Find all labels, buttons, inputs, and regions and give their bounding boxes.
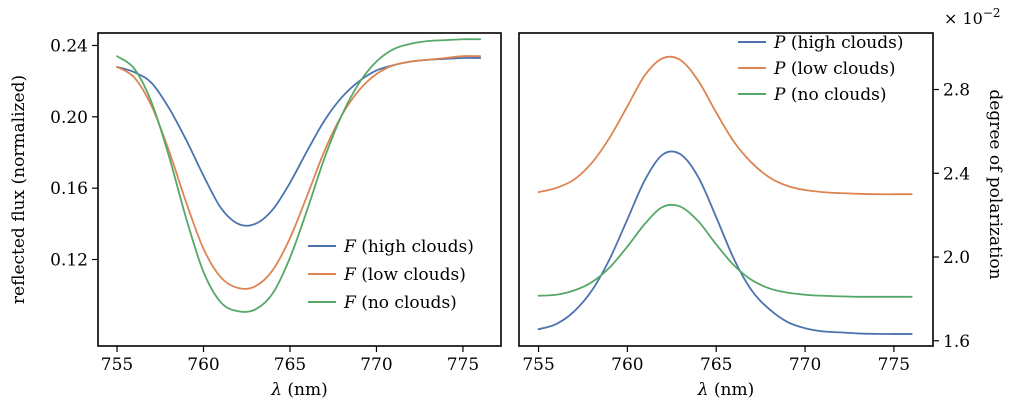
x-axis-symbol: λ bbox=[697, 380, 709, 400]
x-axis-label: λ (nm) bbox=[697, 380, 755, 400]
y-tick-label: 2.0 bbox=[943, 248, 970, 268]
legend-label-1: F (low clouds) bbox=[343, 265, 466, 285]
series-lines bbox=[537, 55, 913, 335]
legend-name: (high clouds) bbox=[785, 33, 903, 53]
series-line-0 bbox=[537, 150, 913, 335]
legend-symbol: F bbox=[343, 265, 357, 285]
x-tick-label: 765 bbox=[700, 355, 732, 375]
x-axis-label: λ (nm) bbox=[270, 380, 328, 400]
legend-name: (low clouds) bbox=[785, 59, 895, 79]
legend-symbol: F bbox=[343, 293, 357, 313]
series-lines bbox=[116, 38, 482, 313]
x-axis-unit: (nm) bbox=[282, 380, 328, 400]
legend-name: (no clouds) bbox=[785, 85, 886, 105]
legend-symbol: P bbox=[773, 33, 786, 53]
x-tick-label: 755 bbox=[522, 355, 554, 375]
axes-frame bbox=[97, 32, 502, 347]
x-tick-label: 765 bbox=[274, 355, 306, 375]
y-axis-label: degree of polarization bbox=[985, 89, 1005, 279]
x-axis-symbol: λ bbox=[270, 380, 282, 400]
x-tick-label: 755 bbox=[101, 355, 133, 375]
series-line-2 bbox=[116, 38, 482, 313]
y-tick-label: 2.8 bbox=[943, 81, 970, 101]
series-line-1 bbox=[537, 55, 913, 196]
y-tick-label: 2.4 bbox=[943, 164, 970, 184]
legend-label-0: F (high clouds) bbox=[343, 237, 474, 257]
axes-frame bbox=[518, 32, 934, 347]
y-axis-label: reflected flux (normalized) bbox=[9, 75, 29, 304]
legend-name: (low clouds) bbox=[356, 265, 466, 285]
legend-symbol: F bbox=[343, 237, 357, 257]
legend-label-2: P (no clouds) bbox=[773, 85, 886, 105]
y-multiplier-base: × 10 bbox=[944, 9, 983, 28]
legend-label-2: F (no clouds) bbox=[343, 293, 457, 313]
y-multiplier-exponent: −2 bbox=[983, 6, 1001, 20]
x-tick-label: 760 bbox=[611, 355, 643, 375]
y-tick-label: 0.24 bbox=[50, 36, 88, 56]
series-line-1 bbox=[116, 55, 482, 290]
legend-name: (high clouds) bbox=[356, 237, 474, 257]
legend-symbol: P bbox=[773, 59, 786, 79]
legend: F (high clouds)F (low clouds)F (no cloud… bbox=[308, 237, 474, 313]
legend: P (high clouds)P (low clouds)P (no cloud… bbox=[738, 33, 904, 105]
legend-label-1: P (low clouds) bbox=[773, 59, 896, 79]
legend-label-0: P (high clouds) bbox=[773, 33, 904, 53]
x-tick-label: 760 bbox=[187, 355, 219, 375]
right-panel-polarization: 755 760 765 770 775 1.6 2.0 2.4 2.8 λ (nm) degree … bbox=[518, 6, 1005, 400]
x-tick-label: 770 bbox=[360, 355, 392, 375]
legend-name: (no clouds) bbox=[356, 293, 457, 313]
x-tick-label: 775 bbox=[878, 355, 910, 375]
y-tick-label: 0.12 bbox=[50, 251, 88, 271]
legend-symbol: P bbox=[773, 85, 786, 105]
x-tick-label: 770 bbox=[789, 355, 821, 375]
y-tick-label: 1.6 bbox=[943, 332, 970, 352]
series-line-2 bbox=[537, 203, 913, 298]
y-tick-label: 0.16 bbox=[50, 179, 88, 199]
x-tick-label: 775 bbox=[447, 355, 479, 375]
y-multiplier-label: × 10−2 bbox=[944, 6, 1001, 28]
x-axis-unit: (nm) bbox=[709, 380, 755, 400]
y-tick-label: 0.20 bbox=[50, 108, 88, 128]
series-line-0 bbox=[116, 57, 482, 227]
left-panel-flux: 755 760 765 770 775 0.12 0.16 0.20 0.24 λ (nm) ref… bbox=[9, 32, 502, 400]
